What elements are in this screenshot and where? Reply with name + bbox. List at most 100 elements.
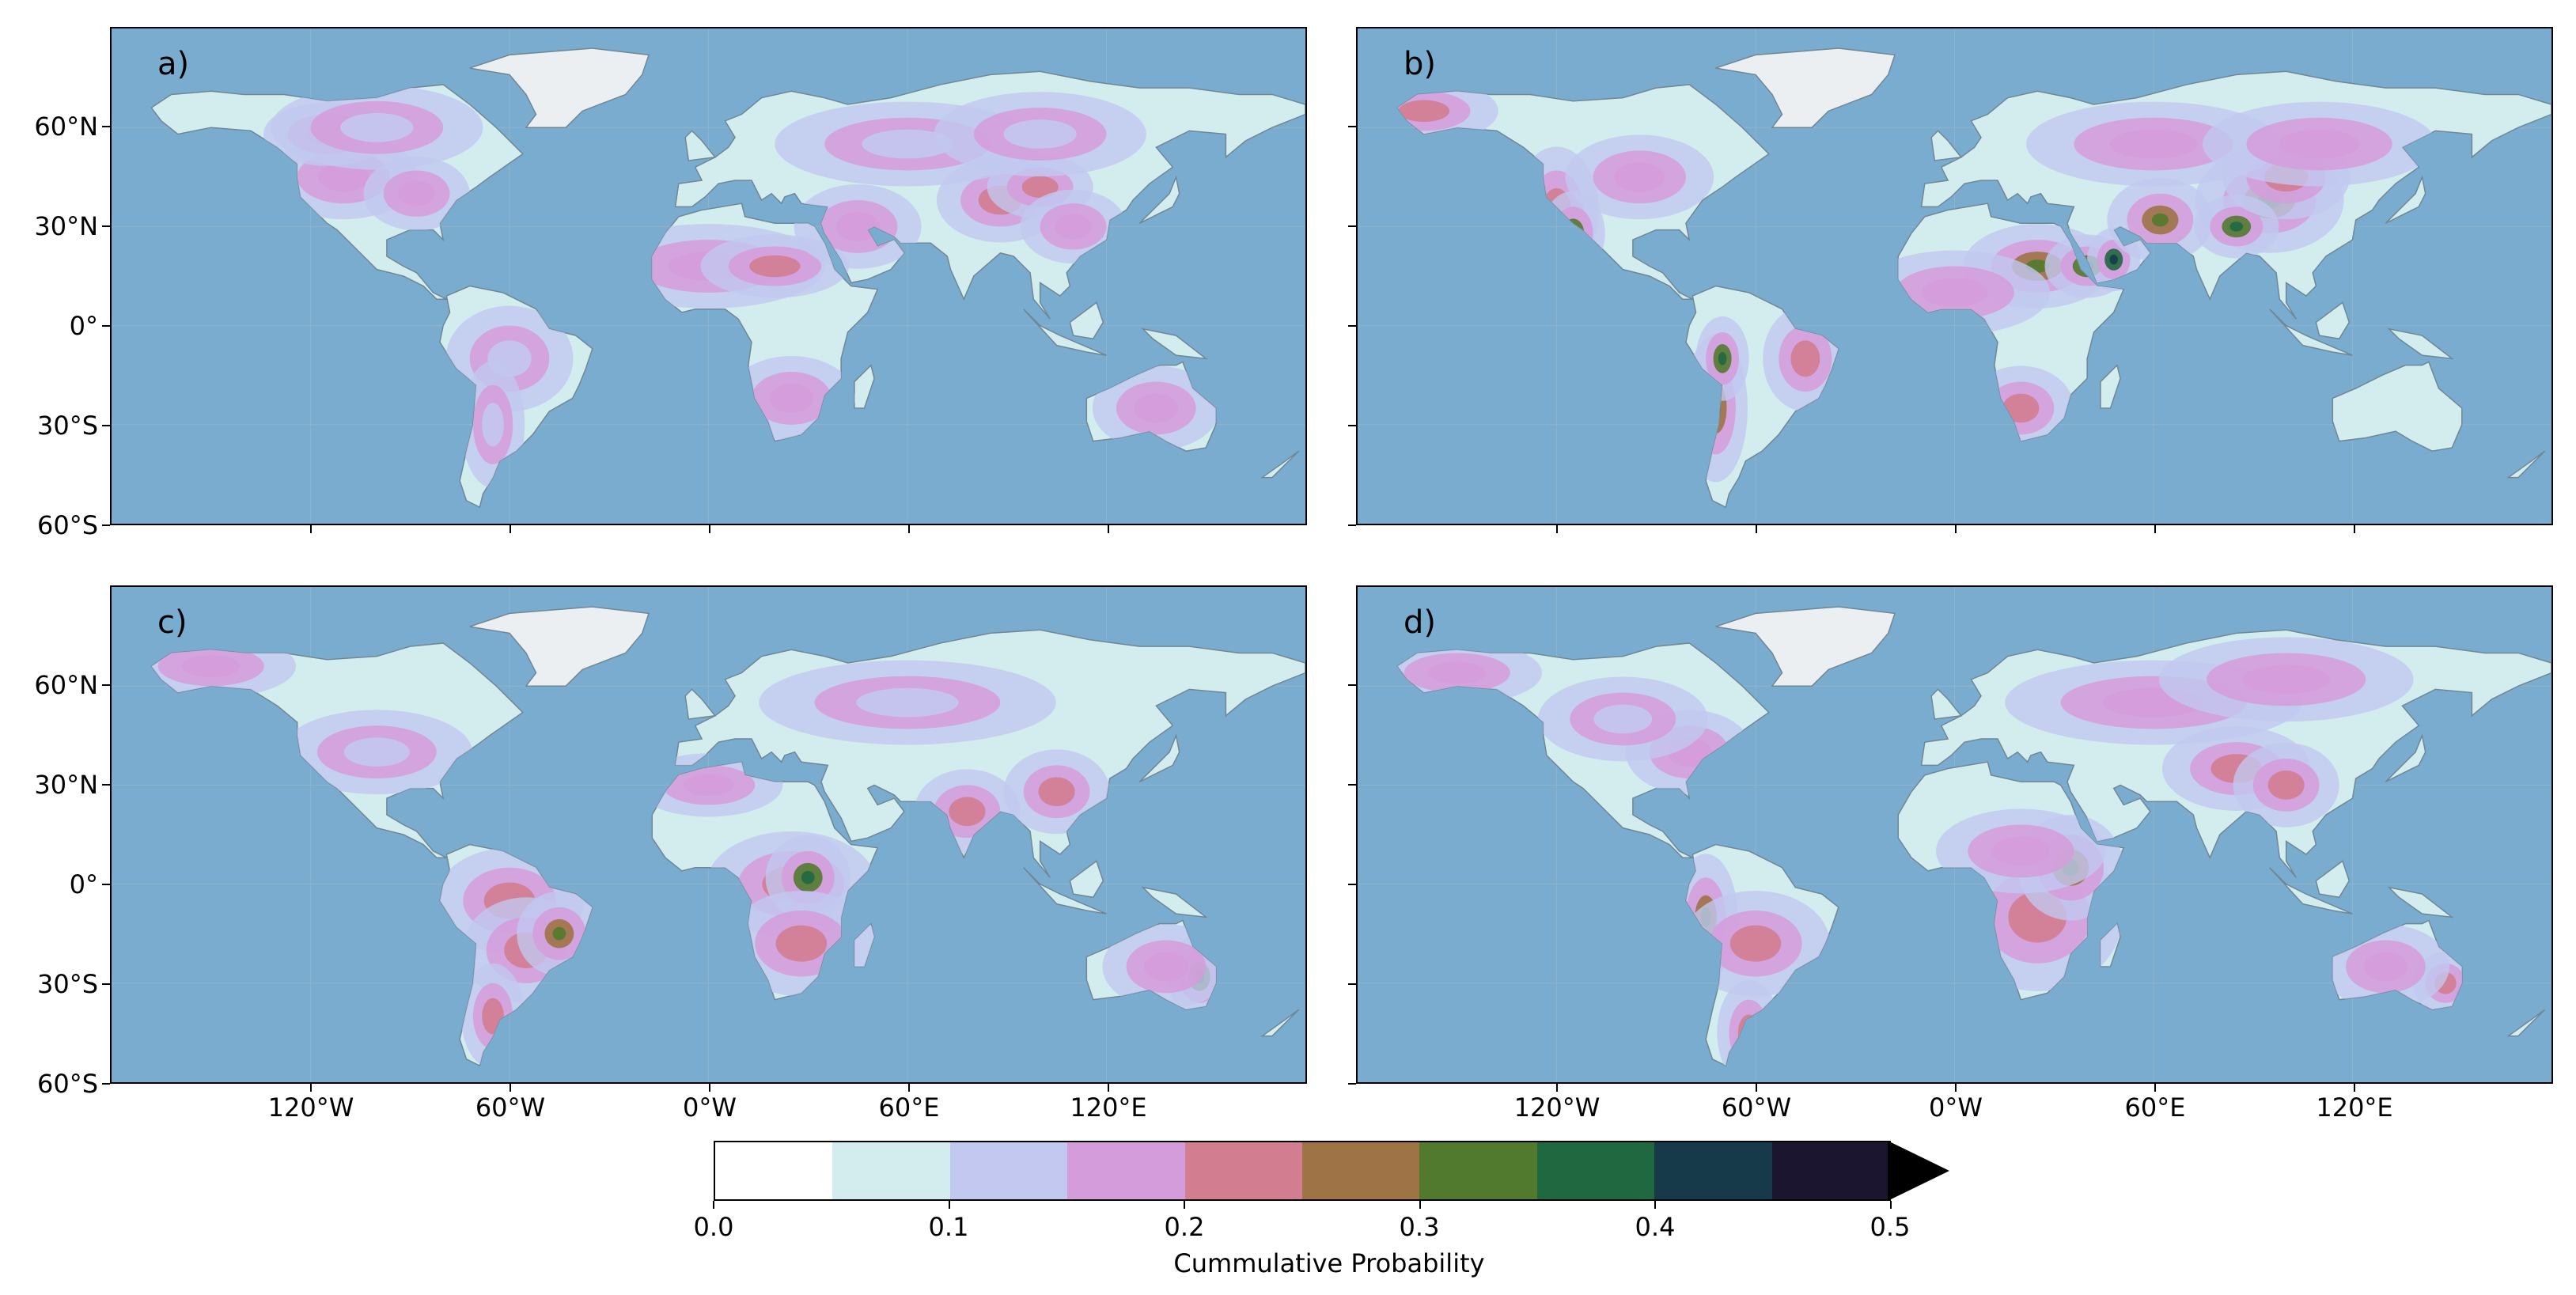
axis-tick: [908, 1084, 910, 1092]
probability-hotspot: [482, 403, 504, 447]
axis-tick: [102, 126, 110, 127]
probability-hotspot: [2242, 665, 2330, 695]
landmass-greenland: [1715, 47, 1896, 128]
landmass-newguinea: [2387, 328, 2454, 360]
axis-tick: [908, 525, 910, 533]
lon-label: 120°E: [1070, 1092, 1147, 1123]
axis-tick: [1348, 524, 1356, 526]
landmass-indonesia: [2269, 309, 2353, 356]
landmass-indonesia: [1023, 867, 1107, 914]
axis-tick: [1556, 525, 1558, 533]
landmass-uk: [1930, 688, 1963, 720]
colorbar-segment: [1536, 1142, 1655, 1199]
axis-tick: [1955, 1084, 1957, 1092]
landmass-uk: [684, 130, 717, 161]
colorbar-segment: [1067, 1142, 1185, 1199]
probability-hotspot: [181, 655, 241, 677]
landmass-borneo: [2315, 860, 2351, 899]
probability-hotspot: [2229, 222, 2244, 232]
axis-tick: [102, 524, 110, 526]
axis-tick: [510, 1084, 511, 1092]
lon-label: 0°W: [683, 1092, 737, 1123]
probability-hotspot: [1922, 278, 1987, 308]
lon-label: 60°W: [475, 1092, 546, 1123]
colorbar-tick: [1890, 1201, 1892, 1209]
landmass-greenland: [469, 47, 650, 128]
colorbar-extend-arrow: [1888, 1141, 1949, 1201]
probability-hotspot: [683, 774, 734, 797]
colorbar-segment: [832, 1142, 950, 1199]
lon-label: 60°W: [1721, 1092, 1792, 1123]
axis-tick: [2354, 1084, 2355, 1092]
probability-hotspot: [749, 255, 801, 278]
axis-tick: [102, 983, 110, 985]
colorbar-tick-label: 0.1: [928, 1212, 969, 1242]
probability-hotspot: [1718, 351, 1727, 365]
axis-tick: [1348, 983, 1356, 985]
landmass-japan: [1138, 733, 1180, 782]
colorbar-segment: [1771, 1142, 1890, 1199]
probability-hotspot: [1790, 340, 1820, 377]
lat-label: 30°N: [34, 770, 98, 800]
axis-tick: [1348, 325, 1356, 327]
probability-hotspot: [775, 925, 828, 962]
axis-tick: [2354, 525, 2355, 533]
axis-tick: [709, 1084, 710, 1092]
landmass-uk: [684, 688, 717, 720]
lat-label: 0°: [69, 311, 98, 341]
landmass-madagascar: [2100, 364, 2121, 409]
landmass-japan: [2385, 175, 2426, 224]
probability-hotspot: [2002, 393, 2040, 423]
axis-tick: [2154, 1084, 2156, 1092]
probability-hotspot: [340, 112, 414, 142]
landmass-indonesia: [1023, 309, 1107, 356]
landmass-borneo: [2315, 301, 2351, 340]
axis-tick: [1756, 525, 1757, 533]
probability-hotspot: [1427, 661, 1487, 684]
axis-tick: [1756, 1084, 1757, 1092]
colorbar-segment: [1184, 1142, 1303, 1199]
probability-hotspot: [1038, 777, 1075, 807]
panel-label-c: c): [157, 604, 188, 641]
probability-hotspot: [1144, 952, 1188, 982]
landmass-madagascar: [854, 364, 875, 409]
probability-layer: [263, 85, 1220, 488]
probability-hotspot: [1991, 836, 2051, 866]
lon-label: 120°W: [267, 1092, 354, 1123]
colorbar-tick-label: 0.2: [1164, 1212, 1205, 1242]
probability-hotspot: [856, 687, 959, 718]
axis-tick: [1108, 1084, 1109, 1092]
axis-tick: [102, 884, 110, 885]
lat-label: 0°: [69, 869, 98, 899]
map-panel-c: c): [110, 585, 1307, 1084]
probability-hotspot: [318, 162, 369, 192]
probability-hotspot: [552, 926, 566, 941]
axis-tick: [2154, 525, 2156, 533]
axis-tick: [1556, 1084, 1558, 1092]
world-map-b: [1358, 28, 2551, 524]
axis-tick: [310, 525, 312, 533]
lon-label: 120°W: [1513, 1092, 1601, 1123]
lon-label: 120°E: [2316, 1092, 2393, 1123]
colorbar: [714, 1141, 1891, 1201]
lon-label: 60°E: [878, 1092, 940, 1123]
colorbar-segment: [715, 1142, 833, 1199]
world-map-d: [1358, 587, 2551, 1082]
lon-label: 0°W: [1929, 1092, 1983, 1123]
landmass-greenland: [1715, 606, 1896, 687]
landmass-newguinea: [1141, 886, 1208, 918]
lat-label: 30°S: [36, 411, 98, 441]
axis-tick: [709, 525, 710, 533]
probability-hotspot: [835, 212, 880, 241]
probability-hotspot: [2363, 952, 2408, 982]
landmass-indonesia: [2269, 867, 2353, 914]
axis-tick: [1348, 1083, 1356, 1085]
panel-label-d: d): [1404, 604, 1436, 641]
landmass-nz: [2506, 1009, 2546, 1037]
map-panel-a: a): [110, 27, 1307, 525]
axis-tick: [510, 525, 511, 533]
axis-tick: [1348, 425, 1356, 426]
map-panel-d: d): [1356, 585, 2553, 1084]
axis-tick: [1348, 126, 1356, 127]
axis-tick: [1348, 884, 1356, 885]
